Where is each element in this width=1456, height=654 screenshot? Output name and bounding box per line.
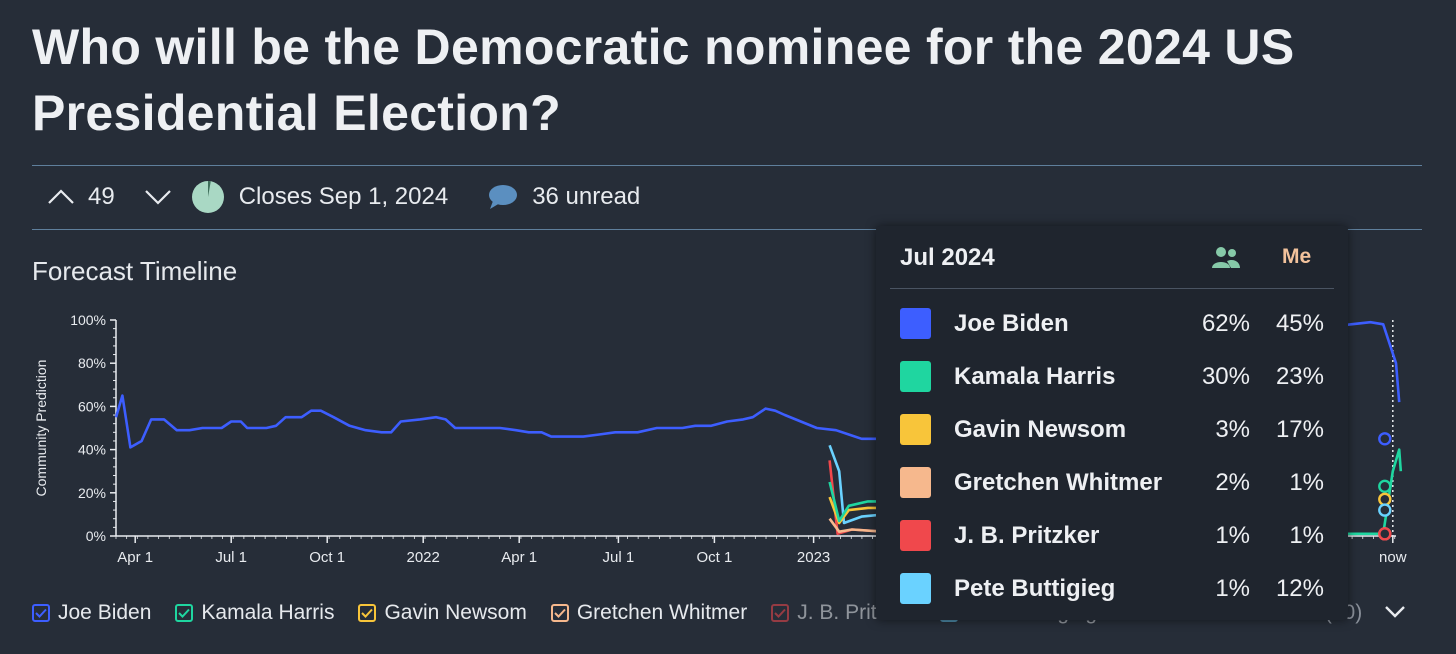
my-prediction-value: 1% xyxy=(1289,468,1324,496)
y-tick-label: 0% xyxy=(86,528,106,544)
legend-label: Kamala Harris xyxy=(201,601,335,624)
community-prediction-value: 1% xyxy=(1215,574,1250,602)
my-prediction-marker xyxy=(1378,503,1392,517)
x-tick-label: 2022 xyxy=(407,549,440,566)
tooltip-me-label: Me xyxy=(1282,245,1312,268)
tooltip-option-name: Gavin Newsom xyxy=(954,415,1127,443)
color-swatch xyxy=(900,308,931,339)
x-tick-label: Oct 1 xyxy=(696,549,732,566)
legend-label: Joe Biden xyxy=(58,601,152,624)
tooltip-option-name: Joe Biden xyxy=(954,309,1069,337)
tooltip-row: Gretchen Whitmer 2% 1% xyxy=(876,456,1348,509)
y-tick-label: 60% xyxy=(78,398,106,414)
legend-item[interactable]: Gavin Newsom xyxy=(358,601,527,625)
tooltip-header: Jul 2024 Me xyxy=(876,226,1348,288)
x-tick-label: Apr 1 xyxy=(501,549,537,566)
my-prediction-value: 17% xyxy=(1275,415,1324,443)
tooltip-row: Kamala Harris 30% 23% xyxy=(876,350,1348,403)
y-tick-label: 20% xyxy=(78,485,106,501)
question-meta-bar: 49 Closes Sep 1, 2024 36 unread xyxy=(32,166,640,228)
tooltip-option-name: Gretchen Whitmer xyxy=(954,468,1163,496)
x-tick-label: 2023 xyxy=(797,549,830,566)
community-prediction-value: 62% xyxy=(1201,309,1250,337)
checkbox-icon[interactable] xyxy=(771,604,790,622)
close-date: Closes Sep 1, 2024 xyxy=(238,183,449,210)
upvote-button[interactable] xyxy=(46,182,76,212)
tooltip-row: Joe Biden 62% 45% xyxy=(876,297,1348,350)
y-tick-label: 100% xyxy=(70,312,106,328)
checkbox-icon[interactable] xyxy=(32,604,50,622)
divider xyxy=(32,165,1422,166)
community-prediction-value: 2% xyxy=(1215,468,1250,496)
page-title: Who will be the Democratic nominee for t… xyxy=(32,19,1295,141)
y-axis-label: Community Prediction xyxy=(33,360,49,497)
checkbox-icon[interactable] xyxy=(175,604,194,622)
legend-item[interactable]: Kamala Harris xyxy=(175,601,334,625)
community-prediction-value: 30% xyxy=(1201,362,1250,390)
my-prediction-marker xyxy=(1378,432,1392,446)
my-prediction-marker xyxy=(1378,492,1392,506)
community-prediction-value: 3% xyxy=(1215,415,1250,443)
divider xyxy=(32,229,1422,230)
x-tick-label: Apr 1 xyxy=(117,549,153,566)
legend-label: Gretchen Whitmer xyxy=(576,601,748,624)
y-tick-label: 40% xyxy=(78,442,106,458)
tooltip-row: J. B. Pritzker 1% 1% xyxy=(876,509,1348,562)
my-prediction-marker xyxy=(1378,527,1392,541)
tooltip-option-name: Kamala Harris xyxy=(954,362,1116,390)
downvote-button[interactable] xyxy=(143,182,173,212)
series-end-line-joe-biden xyxy=(1331,320,1401,403)
legend-label: Gavin Newsom xyxy=(384,601,527,624)
my-prediction-value: 1% xyxy=(1289,521,1324,549)
legend-item[interactable]: Gretchen Whitmer xyxy=(550,601,748,625)
x-tick-label: now xyxy=(1379,549,1407,566)
x-tick-label: Oct 1 xyxy=(309,549,345,566)
chevron-down-icon xyxy=(144,190,171,205)
tooltip-month: Jul 2024 xyxy=(900,244,995,271)
tooltip-row: Gavin Newsom 3% 17% xyxy=(876,403,1348,456)
x-tick-label: Jul 1 xyxy=(603,549,635,566)
chart-tooltip: Jul 2024 Me Joe Biden 62% 45% Kamala Harris… xyxy=(876,226,1348,620)
color-swatch xyxy=(900,520,931,551)
checkbox-icon[interactable] xyxy=(358,604,377,622)
my-prediction-value: 45% xyxy=(1275,309,1324,337)
chevron-down-icon[interactable] xyxy=(1384,604,1406,620)
legend-item[interactable]: Joe Biden xyxy=(32,601,151,625)
progress-pie-icon xyxy=(191,180,225,214)
tooltip-row: Pete Buttigieg 1% 12% xyxy=(876,562,1348,615)
tooltip-option-name: J. B. Pritzker xyxy=(954,521,1100,549)
color-swatch xyxy=(900,414,931,445)
my-prediction-value: 12% xyxy=(1275,574,1324,602)
comment-icon[interactable] xyxy=(488,184,518,210)
tooltip-option-name: Pete Buttigieg xyxy=(954,574,1116,602)
my-prediction-marker xyxy=(1378,479,1392,494)
color-swatch xyxy=(900,361,931,392)
series-end-line-kamala-harris xyxy=(1332,448,1403,536)
unread-comments-link[interactable]: 36 unread xyxy=(532,183,641,210)
community-icon xyxy=(1212,247,1240,268)
divider xyxy=(890,288,1334,289)
color-swatch xyxy=(900,573,931,604)
color-swatch xyxy=(900,467,931,498)
vote-count: 49 xyxy=(88,183,115,210)
chevron-up-icon xyxy=(48,189,74,204)
y-tick-label: 80% xyxy=(78,355,106,371)
my-prediction-value: 23% xyxy=(1275,362,1324,390)
community-prediction-value: 1% xyxy=(1215,521,1250,549)
x-tick-label: Jul 1 xyxy=(215,549,247,566)
section-title: Forecast Timeline xyxy=(32,256,238,286)
checkbox-icon[interactable] xyxy=(550,604,569,622)
